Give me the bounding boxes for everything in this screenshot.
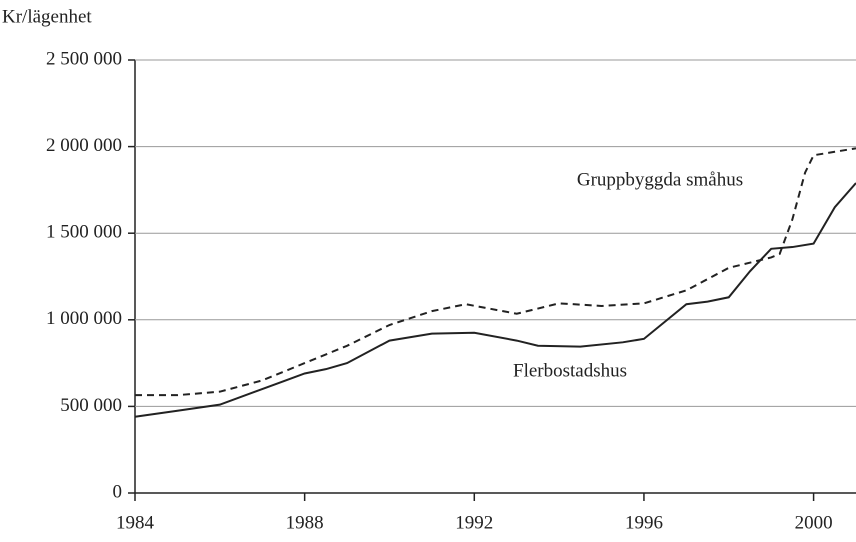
x-tick-label: 1988 bbox=[286, 512, 324, 533]
y-tick-label: 2 500 000 bbox=[46, 48, 122, 69]
series-label: Flerbostadshus bbox=[513, 360, 627, 381]
x-tick-label: 1984 bbox=[116, 512, 155, 533]
series-label: Gruppbyggda småhus bbox=[577, 169, 743, 190]
series-line bbox=[135, 147, 856, 397]
x-tick-label: 2000 bbox=[795, 512, 833, 533]
x-tick-label: 1996 bbox=[625, 512, 663, 533]
series-line bbox=[134, 182, 856, 418]
x-tick-label: 1992 bbox=[455, 512, 493, 533]
y-tick-label: 1 000 000 bbox=[46, 308, 122, 329]
y-tick-label: 1 500 000 bbox=[46, 222, 122, 243]
y-axis-title: Kr/lägenhet bbox=[2, 6, 92, 27]
y-tick-label: 2 000 000 bbox=[46, 135, 122, 156]
y-tick-label: 500 000 bbox=[60, 395, 122, 416]
y-tick-label: 0 bbox=[113, 481, 123, 502]
